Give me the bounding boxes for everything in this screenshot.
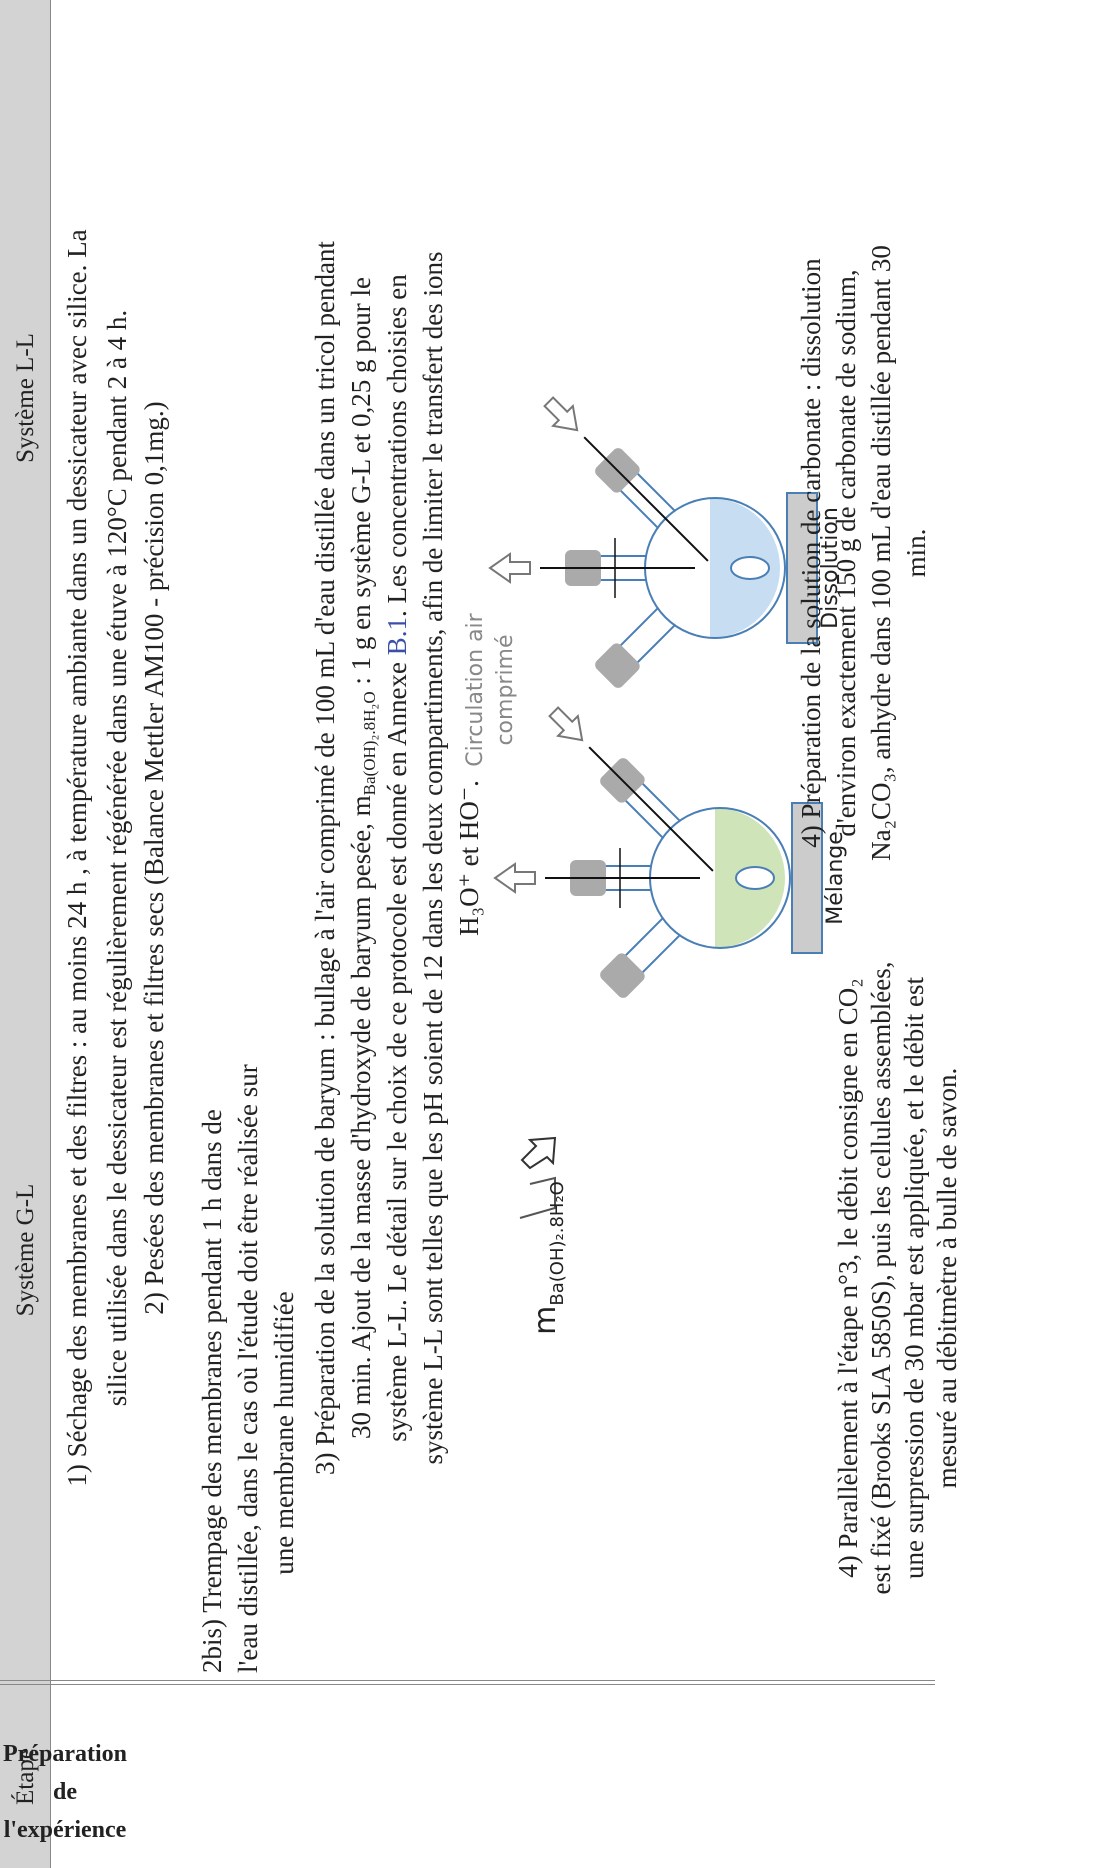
text-line: Préparation	[3, 1741, 127, 1767]
text-line: une surpression de 30 mbar est appliquée…	[899, 976, 929, 1580]
air-label: Circulation air	[463, 612, 488, 766]
text-line: de	[53, 1779, 77, 1805]
text-line: mesuré au débitmètre à bulle de savon.	[932, 1067, 962, 1489]
text: m	[528, 1306, 563, 1335]
text-line: min.	[901, 528, 931, 578]
text-line: Na₂CO₃, anhydre dans 100 mL d'eau distil…	[866, 245, 896, 861]
dissolution-label: Dissolution	[818, 507, 843, 629]
text-line: 4) Parallèlement à l'étape n°3, le débit…	[833, 978, 863, 1578]
text-line: 4) Préparation de la solution de carbona…	[796, 258, 826, 848]
mix-label: Mélange	[823, 831, 848, 925]
air-label: comprimé	[493, 634, 518, 745]
mass-label: mBa(OH)₂.8H₂O	[528, 1181, 568, 1335]
flask-dissolution	[489, 388, 818, 692]
subscript: Ba(OH)₂.8H₂O	[547, 1181, 568, 1305]
text-line: l'expérience	[3, 1817, 127, 1843]
pour-icon	[519, 1136, 557, 1219]
paragraph: 4) Parallèlement à l'étape n°3, le débit…	[832, 878, 964, 1678]
step-label: Préparation de l'expérience	[0, 1735, 130, 1849]
text-line: est fixé (Brooks SLA 5850S), puis les ce…	[866, 961, 896, 1595]
flask-mix	[494, 698, 823, 1002]
text-line: d'environ exactement 150 g de carbonate …	[831, 269, 861, 837]
paragraph: 4) Préparation de la solution de carbona…	[794, 218, 934, 888]
